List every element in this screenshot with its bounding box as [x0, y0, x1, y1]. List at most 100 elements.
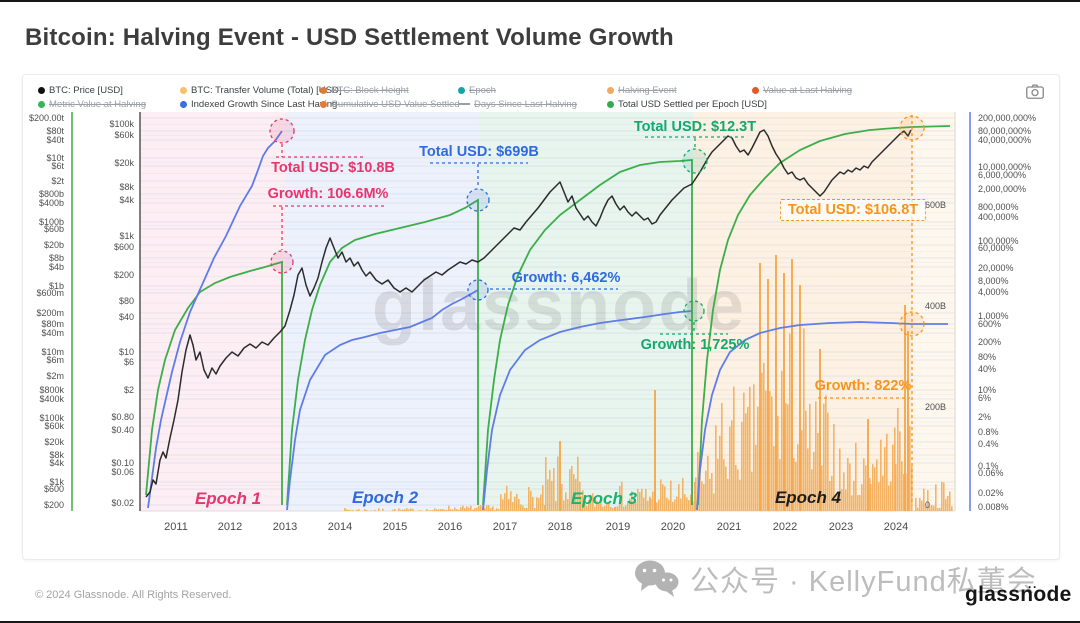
legend-dot-swatch [180, 100, 187, 108]
left_inner-tick: $600 [113, 242, 134, 252]
right_outer-tick: 0.06% [978, 468, 1004, 478]
right_outer-tick: 800,000% [978, 202, 1019, 212]
left_inner-tick: $1k [119, 231, 134, 241]
right_inner-tick: 600B [925, 200, 947, 210]
top-edge-bar [0, 0, 1080, 2]
year-tick: 2014 [327, 521, 353, 533]
btc-price-line [145, 129, 912, 498]
year-tick: 2023 [828, 521, 854, 533]
legend-item-label: Indexed Growth Since Last Having [191, 98, 338, 110]
legend-item[interactable]: Days Since Last Halving [458, 98, 577, 110]
right_outer-tick: 10% [978, 385, 997, 395]
legend-dot-swatch [38, 100, 45, 108]
legend-item[interactable]: Total USD Settled per Epoch [USD] [607, 98, 767, 110]
right_outer-tick: 8,000% [978, 276, 1009, 286]
annotation-marker [899, 311, 925, 337]
left_inner-tick: $2 [123, 385, 134, 395]
left_inner-tick: $6 [123, 357, 134, 367]
left_outer-tick: $200 [43, 500, 64, 510]
year-tick: 2019 [605, 521, 631, 533]
right_outer-tick: 60,000% [978, 243, 1014, 253]
left_inner-tick: $0.02 [111, 498, 134, 508]
left_inner-tick: $0.06 [111, 467, 134, 477]
annotation-text: Total USD: $106.8T [779, 199, 927, 221]
left_inner-tick: $60k [114, 130, 134, 140]
left_outer-tick: $800k [39, 385, 64, 395]
wechat-icon [635, 560, 679, 597]
camera-icon[interactable] [1026, 84, 1044, 99]
left_outer-tick: $100b [38, 217, 64, 227]
right_outer-tick: 2,000,000% [978, 184, 1027, 194]
annotation-marker [467, 279, 489, 301]
year-tick: 2011 [164, 521, 188, 533]
legend-item[interactable]: Indexed Growth Since Last Having [180, 98, 337, 110]
legend-item[interactable]: Halving Event [607, 84, 677, 96]
right_outer-tick: 1,000% [978, 311, 1009, 321]
annotation-text: Total USD: $12.3T [633, 119, 757, 135]
year-tick: 2022 [772, 521, 798, 533]
epoch-label: Epoch 3 [570, 489, 638, 508]
year-tick: 2018 [547, 521, 573, 533]
legend-item[interactable]: BTC: Block Height [320, 84, 409, 96]
left_inner-tick: $10 [118, 347, 134, 357]
right_outer-tick: 80% [978, 352, 997, 362]
left_outer-tick: $600m [36, 288, 64, 298]
left_outer-tick: $20b [43, 240, 64, 250]
legend-dot-swatch [38, 86, 45, 94]
right_inner-tick: 0 [925, 500, 931, 510]
left_outer-tick: $200m [36, 308, 64, 318]
annotation-text: Growth: 6,462% [511, 270, 621, 286]
year-tick: 2017 [492, 521, 518, 533]
left_outer-tick: $400b [38, 198, 64, 208]
annotation-marker [269, 118, 295, 144]
legend-dot-swatch [752, 86, 759, 94]
right_inner-tick: 200B [925, 402, 947, 412]
left_inner-tick: $20k [114, 158, 134, 168]
left_inner-tick: $0.80 [111, 412, 134, 422]
right_outer-tick: 10,000,000% [978, 162, 1032, 172]
left_outer-tick: $600 [43, 484, 64, 494]
legend-item[interactable]: Value at Last Halving [752, 84, 852, 96]
epoch-label: Epoch 2 [351, 488, 419, 507]
year-tick: 2013 [272, 521, 298, 533]
right_outer-tick: 400,000% [978, 212, 1019, 222]
legend-dot-swatch [320, 100, 327, 108]
right_outer-tick: 40% [978, 364, 997, 374]
left_outer-tick: $60b [43, 224, 64, 234]
legend-item[interactable]: Epoch [458, 84, 496, 96]
epoch-band [140, 112, 285, 511]
legend-item[interactable]: BTC: Price [USD] [38, 84, 123, 96]
left_outer-tick: $200.00t [28, 113, 64, 123]
left_outer-tick: $2m [46, 371, 64, 381]
right_outer-tick: 2% [978, 412, 992, 422]
total-usd-settled-line [145, 260, 283, 505]
annotation-marker [270, 250, 294, 274]
legend-item-label: Epoch [469, 84, 496, 96]
left_outer-tick: $80t [46, 126, 64, 136]
annotation-marker [683, 300, 705, 322]
legend-item[interactable]: BTC: Transfer Volume (Total) [USD] [180, 84, 341, 96]
legend-item[interactable]: Metric Value at Halving [38, 98, 146, 110]
annotation-marker [466, 188, 490, 212]
legend-dot-swatch [180, 86, 187, 94]
left_inner-tick: $8k [119, 182, 134, 192]
left_outer-tick: $6t [51, 161, 64, 171]
right_outer-tick: 0.02% [978, 488, 1004, 498]
right_outer-tick: 6,000,000% [978, 170, 1027, 180]
total-usd-settled-line [482, 159, 693, 506]
legend-item-label: Metric Value at Halving [49, 98, 146, 110]
right_outer-tick: 100,000% [978, 236, 1019, 246]
right_outer-tick: 4,000% [978, 287, 1009, 297]
legend-item[interactable]: Cumulative USD Value Settled [320, 98, 460, 110]
right_outer-tick: 600% [978, 319, 1002, 329]
right_inner-tick: 400B [925, 301, 947, 311]
left_outer-tick: $80m [41, 319, 64, 329]
epoch-band [479, 112, 693, 511]
left_inner-tick: $100k [109, 119, 134, 129]
left_outer-tick: $8b [48, 253, 64, 263]
epoch-label: Epoch 4 [774, 488, 842, 507]
total-usd-settled-line [697, 125, 951, 506]
legend-dash-swatch [458, 103, 470, 105]
left_inner-tick: $80 [118, 296, 134, 306]
